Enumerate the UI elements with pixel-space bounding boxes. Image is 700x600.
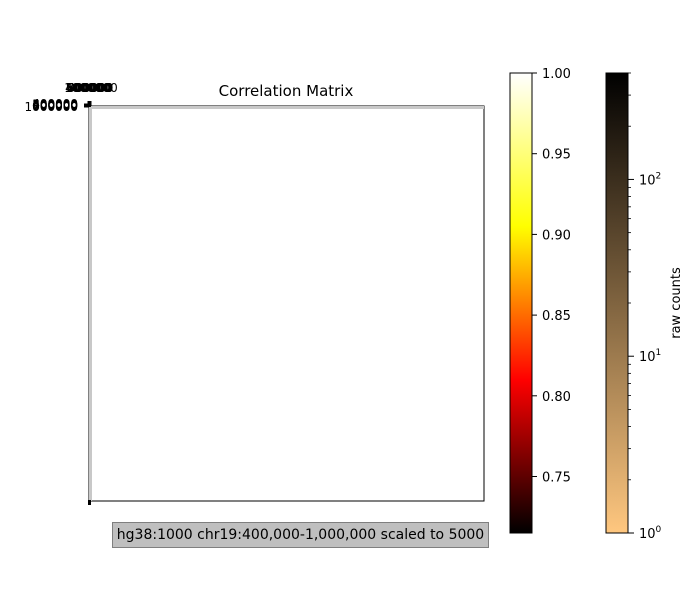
counts-colorbar-tick-label: 100 xyxy=(639,525,662,542)
counts-colorbar-tick-label: 101 xyxy=(639,348,661,365)
top-axis-tick-label: 400000 xyxy=(65,81,111,95)
counts-colorbar-gradient xyxy=(605,72,629,534)
correlation-colorbar-tick-label: 0.75 xyxy=(542,471,571,486)
counts-colorbar-tick-label: 102 xyxy=(639,171,661,188)
top-axis-tick-label: 900000 xyxy=(68,81,114,95)
left-axis-tick-label: 900000 xyxy=(32,100,78,114)
heatmap-left-band xyxy=(89,106,92,501)
chart-title: Correlation Matrix xyxy=(219,82,354,100)
left-axis-tick-label: 400000 xyxy=(32,97,78,111)
axis-bottom-mark xyxy=(88,500,91,505)
caption-text: hg38:1000 chr19:400,000-1,000,000 scaled… xyxy=(116,527,485,543)
correlation-colorbar-tick-label: 1.00 xyxy=(542,67,571,82)
top-axis: 4000005000006000007000008000009000001000… xyxy=(64,81,118,106)
left-axis-tick-label: 700000 xyxy=(32,99,78,113)
counts-colorbar-ticks: 100 101 102 xyxy=(628,72,662,542)
correlation-colorbar-tick-label: 0.80 xyxy=(542,390,571,405)
top-axis-tick-label: 500000 xyxy=(66,81,112,95)
caption-box: hg38:1000 chr19:400,000-1,000,000 scaled… xyxy=(112,522,489,548)
heatmap-top-band xyxy=(89,106,484,109)
left-axis-tick-label: 600000 xyxy=(32,98,78,112)
left-axis-tick-label: 800000 xyxy=(32,99,78,113)
left-axis-tick-label: 1000000 xyxy=(25,100,78,114)
top-axis-tick-label: 1000000 xyxy=(64,81,117,95)
correlation-colorbar-ticks: 0.75 0.80 0.85 0.90 0.95 1.00 xyxy=(532,67,571,486)
top-axis-tick-label: 800000 xyxy=(67,81,113,95)
heatmap-frame xyxy=(88,105,485,502)
left-axis: 4000005000006000007000008000009000001000… xyxy=(25,97,91,505)
axis-corner-mark xyxy=(88,101,91,107)
correlation-colorbar: 0.75 0.80 0.85 0.90 0.95 1.00 xyxy=(509,67,571,534)
heatmap-panel xyxy=(88,105,485,502)
left-axis-tick-label: 500000 xyxy=(32,98,78,112)
top-axis-tick-label: 600000 xyxy=(66,81,112,95)
top-axis-tick-label: 700000 xyxy=(67,81,113,95)
correlation-colorbar-tick-label: 0.85 xyxy=(542,309,571,324)
counts-colorbar: 100 101 102 raw counts xyxy=(605,72,684,542)
correlation-colorbar-gradient xyxy=(509,72,533,534)
counts-colorbar-label: raw counts xyxy=(669,267,684,339)
correlation-colorbar-tick-label: 0.90 xyxy=(542,228,571,243)
correlation-colorbar-tick-label: 0.95 xyxy=(542,148,571,163)
